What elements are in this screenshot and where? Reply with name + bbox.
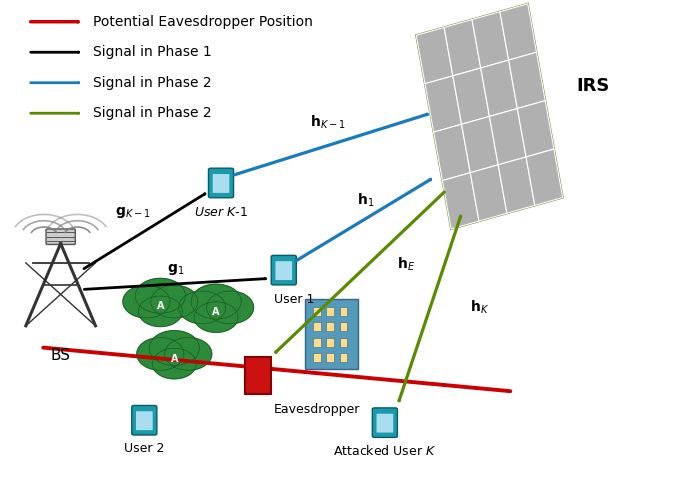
Polygon shape — [434, 124, 470, 181]
Text: $\mathbf{h}_K$: $\mathbf{h}_K$ — [470, 299, 489, 316]
FancyBboxPatch shape — [313, 307, 321, 316]
Polygon shape — [416, 4, 563, 229]
Text: $\mathbf{g}_{K-1}$: $\mathbf{g}_{K-1}$ — [115, 205, 150, 220]
Text: Signal in Phase 1: Signal in Phase 1 — [93, 45, 212, 59]
FancyBboxPatch shape — [377, 413, 393, 432]
FancyBboxPatch shape — [340, 322, 347, 331]
Polygon shape — [246, 357, 270, 393]
Polygon shape — [500, 4, 536, 60]
FancyBboxPatch shape — [313, 322, 321, 331]
Text: User 2: User 2 — [124, 442, 164, 455]
Polygon shape — [164, 337, 212, 370]
FancyBboxPatch shape — [136, 412, 153, 430]
Polygon shape — [517, 101, 554, 157]
FancyBboxPatch shape — [313, 338, 321, 347]
Text: Eavesdropper: Eavesdropper — [273, 403, 360, 416]
Polygon shape — [206, 291, 253, 324]
FancyBboxPatch shape — [209, 168, 234, 198]
Text: A: A — [157, 301, 164, 312]
Polygon shape — [444, 19, 481, 76]
FancyBboxPatch shape — [340, 354, 347, 362]
Polygon shape — [425, 76, 461, 132]
FancyBboxPatch shape — [213, 174, 230, 193]
Polygon shape — [416, 27, 453, 84]
Text: A: A — [171, 354, 178, 364]
Polygon shape — [489, 109, 526, 165]
Text: Signal in Phase 2: Signal in Phase 2 — [93, 76, 212, 90]
FancyBboxPatch shape — [326, 354, 334, 362]
Polygon shape — [139, 296, 182, 327]
Polygon shape — [123, 285, 170, 318]
FancyBboxPatch shape — [326, 322, 334, 331]
FancyBboxPatch shape — [313, 354, 321, 362]
Polygon shape — [498, 157, 535, 213]
Polygon shape — [442, 173, 479, 229]
FancyBboxPatch shape — [132, 406, 157, 435]
FancyBboxPatch shape — [340, 307, 347, 316]
FancyBboxPatch shape — [326, 338, 334, 347]
Text: $\mathbf{h}_1$: $\mathbf{h}_1$ — [357, 191, 374, 208]
Polygon shape — [509, 52, 545, 109]
Polygon shape — [472, 12, 509, 68]
Polygon shape — [453, 68, 489, 124]
Polygon shape — [194, 302, 238, 332]
FancyBboxPatch shape — [340, 338, 347, 347]
Polygon shape — [178, 291, 225, 324]
Text: Attacked User $K$: Attacked User $K$ — [333, 445, 437, 458]
Polygon shape — [481, 60, 517, 116]
FancyBboxPatch shape — [372, 408, 398, 437]
Text: Signal in Phase 2: Signal in Phase 2 — [93, 106, 212, 120]
Polygon shape — [191, 284, 242, 319]
Text: $\mathbf{g}_1$: $\mathbf{g}_1$ — [167, 262, 184, 278]
Polygon shape — [470, 165, 507, 221]
Text: $\mathbf{h}_{K-1}$: $\mathbf{h}_{K-1}$ — [310, 114, 346, 131]
Text: IRS: IRS — [577, 77, 610, 95]
Polygon shape — [153, 348, 196, 379]
Polygon shape — [461, 116, 498, 173]
Polygon shape — [149, 331, 199, 366]
Text: Potential Eavesdropper Position: Potential Eavesdropper Position — [93, 15, 314, 29]
FancyBboxPatch shape — [46, 229, 76, 244]
Text: User 1: User 1 — [274, 293, 314, 306]
FancyBboxPatch shape — [275, 261, 292, 280]
Text: A: A — [212, 307, 220, 317]
Text: $\mathbf{h}_E$: $\mathbf{h}_E$ — [398, 255, 416, 273]
FancyBboxPatch shape — [326, 307, 334, 316]
Polygon shape — [135, 279, 186, 313]
Text: BS: BS — [50, 348, 71, 363]
Polygon shape — [526, 149, 563, 206]
Text: User $K$-$1$: User $K$-$1$ — [194, 206, 248, 219]
FancyBboxPatch shape — [304, 299, 358, 370]
Polygon shape — [137, 337, 184, 370]
FancyBboxPatch shape — [271, 255, 296, 285]
Polygon shape — [150, 285, 198, 318]
